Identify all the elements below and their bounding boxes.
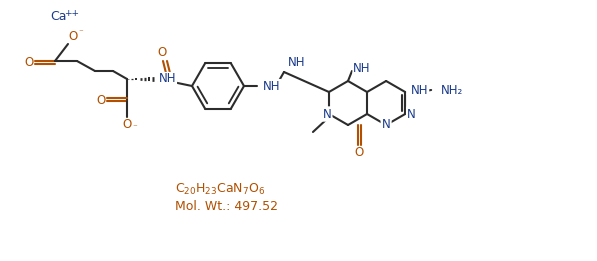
Text: N: N bbox=[381, 118, 390, 132]
Text: N: N bbox=[407, 108, 416, 121]
Text: Ca: Ca bbox=[50, 10, 66, 23]
Text: NH: NH bbox=[288, 56, 306, 68]
Text: N: N bbox=[322, 108, 331, 121]
Text: O: O bbox=[69, 31, 78, 44]
Text: ⁻: ⁻ bbox=[79, 28, 84, 38]
Text: NH: NH bbox=[353, 62, 371, 75]
Text: O: O bbox=[96, 93, 106, 106]
Text: NH: NH bbox=[159, 73, 177, 86]
Text: O: O bbox=[158, 46, 167, 60]
Text: NH₂: NH₂ bbox=[441, 84, 463, 97]
Text: ++: ++ bbox=[64, 9, 79, 17]
Text: C$_{20}$H$_{23}$CaN$_7$O$_6$: C$_{20}$H$_{23}$CaN$_7$O$_6$ bbox=[175, 181, 265, 197]
Text: NH: NH bbox=[263, 80, 281, 92]
Text: O: O bbox=[24, 56, 33, 68]
Text: Mol. Wt.: 497.52: Mol. Wt.: 497.52 bbox=[175, 199, 278, 212]
Text: O: O bbox=[354, 146, 363, 159]
Text: ⁻: ⁻ bbox=[133, 123, 137, 133]
Text: NH: NH bbox=[411, 84, 429, 97]
Text: O: O bbox=[122, 117, 131, 130]
